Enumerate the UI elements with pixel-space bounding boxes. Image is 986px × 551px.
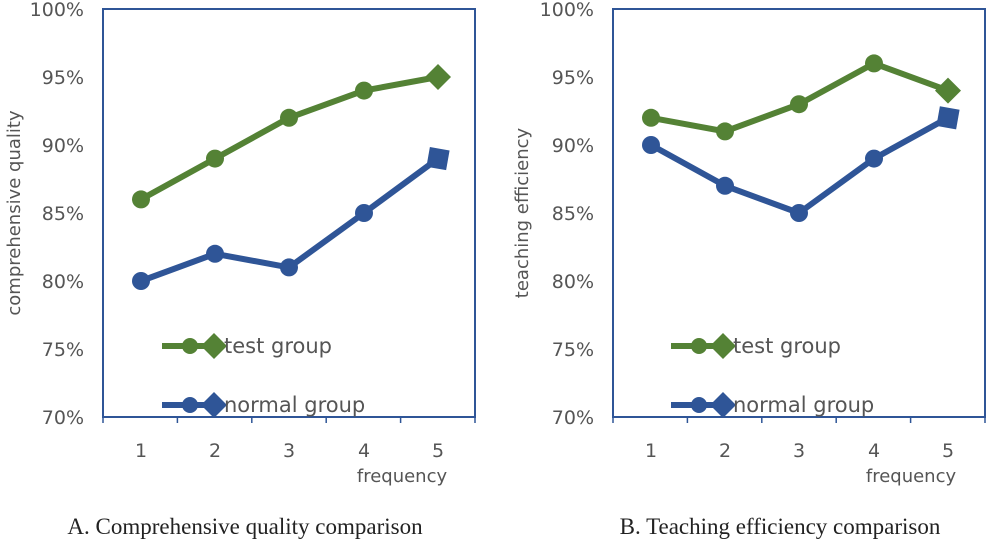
x-tick-label: 5: [432, 440, 444, 462]
x-tick-label: 3: [283, 440, 295, 462]
y-tick-label: 80%: [42, 271, 84, 293]
data-point: [132, 190, 150, 209]
y-tick-label: 70%: [42, 407, 84, 429]
chart-b: 70% 75% 80% 85% 90% 95% 100% 1 2 3 4 5 frequency teac…: [512, 0, 986, 539]
data-point: [206, 149, 224, 168]
y-tick-label: 85%: [42, 203, 84, 225]
data-point: [642, 136, 660, 154]
data-point: [355, 204, 373, 222]
legend-marker-diamond: [201, 392, 227, 418]
data-point: [936, 106, 960, 130]
y-tick-label: 90%: [42, 135, 84, 157]
data-point: [865, 54, 883, 73]
chart-caption: A. Comprehensive quality comparison: [67, 514, 423, 539]
y-tick-label: 100%: [540, 0, 594, 21]
y-tick-label: 95%: [552, 67, 594, 89]
y-tick-label: 85%: [552, 203, 594, 225]
y-tick-label: 75%: [552, 339, 594, 361]
series-line-test: [139, 74, 439, 203]
chart-caption: B. Teaching efficiency comparison: [620, 514, 941, 539]
y-axis-label: comprehensive quality: [4, 110, 25, 316]
data-point: [355, 81, 373, 100]
data-point: [642, 108, 660, 127]
data-point: [790, 204, 808, 222]
data-point: [426, 147, 450, 171]
y-axis-label: teaching efficiency: [512, 127, 533, 298]
legend-label: test group: [733, 334, 841, 358]
y-tick-label: 70%: [552, 407, 594, 429]
x-axis-label: frequency: [357, 466, 448, 487]
x-tick-label: 5: [942, 440, 954, 462]
data-point: [935, 77, 961, 104]
plot-frame: [612, 8, 986, 418]
x-axis-label: frequency: [866, 466, 957, 487]
legend-label: test group: [224, 334, 332, 358]
chart-a: 70% 75% 80% 85% 90% 95% 100% 1 2 3 4 5 frequency comp…: [4, 0, 476, 539]
x-tick-label: 4: [868, 440, 880, 462]
x-tick-label: 3: [793, 440, 805, 462]
data-point: [716, 176, 734, 195]
data-point: [716, 122, 734, 141]
data-point: [132, 272, 150, 290]
y-tick-label: 80%: [552, 271, 594, 293]
data-point: [280, 258, 298, 277]
legend-label: normal group: [733, 393, 874, 417]
legend-marker-circle: [182, 338, 198, 354]
y-tick-label: 95%: [42, 67, 84, 89]
data-point: [206, 244, 224, 263]
legend-marker-diamond: [710, 392, 736, 418]
series-line-normal: [649, 115, 950, 216]
legend-marker-circle: [691, 397, 707, 413]
y-tick-label: 75%: [42, 339, 84, 361]
x-tick-label: 2: [209, 440, 221, 462]
x-tick-label: 1: [135, 440, 147, 462]
data-point: [865, 149, 883, 168]
x-tick-label: 2: [719, 440, 731, 462]
data-point: [790, 95, 808, 114]
data-point: [280, 108, 298, 127]
data-point: [425, 64, 451, 90]
plot-frame: [102, 8, 476, 418]
legend-marker-diamond: [710, 333, 736, 359]
legend-marker-diamond: [201, 333, 227, 359]
y-tick-label: 90%: [552, 135, 594, 157]
legend-marker-circle: [182, 397, 198, 413]
legend-marker-circle: [691, 338, 707, 354]
y-tick-label: 100%: [30, 0, 84, 21]
legend-label: normal group: [224, 393, 365, 417]
x-tick-label: 1: [645, 440, 657, 462]
x-tick-label: 4: [358, 440, 370, 462]
